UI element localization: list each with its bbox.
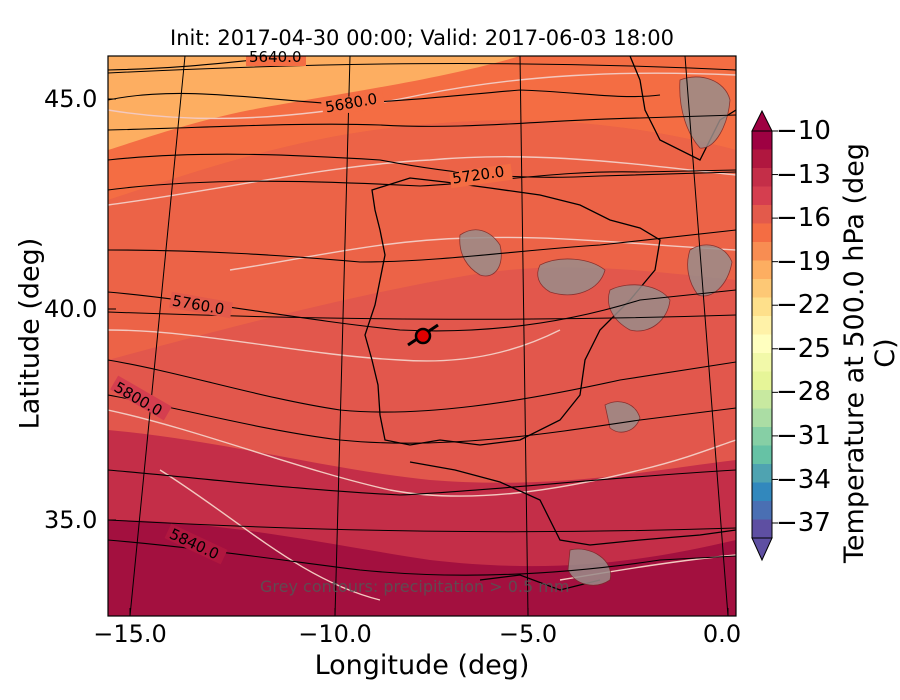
colorbar-segment — [752, 297, 772, 317]
colorbar-segment — [752, 260, 772, 280]
colorbar-segment — [752, 205, 772, 224]
y-tick-label: 35.0 — [44, 506, 98, 534]
colorbar-frame — [751, 130, 773, 539]
y-axis-label: Latitude (deg) — [14, 237, 46, 430]
colorbar-segment — [752, 445, 772, 465]
colorbar-tick-label: −31 — [776, 421, 831, 451]
colorbar-segment — [752, 242, 772, 261]
y-tick-label: 40.0 — [44, 295, 98, 323]
y-tick-label: 45.0 — [44, 85, 98, 113]
colorbar-tick-label: −25 — [776, 334, 831, 364]
colorbar-segment — [752, 149, 772, 169]
colorbar-segment — [752, 316, 772, 335]
x-tick-marks — [129, 608, 729, 616]
colorbar-segment — [752, 168, 772, 187]
colorbar-tick-label: −34 — [776, 465, 831, 495]
location-marker — [407, 323, 439, 347]
colorbar-segment — [752, 353, 772, 372]
colorbar-tick-label: −28 — [776, 377, 831, 407]
colorbar-segment — [752, 408, 772, 428]
plot-title: Init: 2017-04-30 00:00; Valid: 2017-06-0… — [170, 26, 674, 50]
contour-label-5640: 5640.0 — [249, 48, 302, 66]
colorbar-segment — [752, 223, 772, 243]
graticule — [108, 56, 736, 616]
colorbar-extend-top — [751, 109, 773, 132]
colorbar-tick-label: −37 — [776, 508, 831, 538]
colorbar-tick-label: −22 — [776, 290, 831, 320]
colorbar-tick-label: −10 — [776, 116, 831, 146]
colorbar-extend-bottom — [751, 537, 773, 562]
x-tick-label: 0.0 — [702, 620, 742, 648]
colorbar-segment — [752, 131, 772, 150]
x-tick-label: −10.0 — [298, 620, 372, 648]
colorbar-tick-label: −13 — [776, 160, 831, 190]
colorbar-tick-label: −19 — [776, 247, 831, 277]
colorbar-label: Temperature at 500.0 hPa (deg C) — [839, 143, 900, 563]
temperature-band-coldest — [108, 56, 520, 150]
temperature-band-warmest — [108, 520, 736, 616]
contour-label-backgrounds — [110, 56, 513, 565]
precipitation-note: Grey contours: precipitation > 0.5 mm — [260, 577, 570, 596]
colorbar-segment — [752, 186, 772, 206]
colorbar-segment — [752, 501, 772, 520]
x-tick-label: −5.0 — [498, 620, 558, 648]
colorbar-segment — [752, 334, 772, 354]
precipitation-contours — [459, 76, 733, 586]
colorbar-segment — [752, 390, 772, 409]
colorbar-segment — [752, 279, 772, 298]
map-frame — [107, 55, 737, 617]
colorbar-segment — [752, 427, 772, 446]
colorbar-segment — [752, 464, 772, 483]
colorbar-tick-label: −16 — [776, 203, 831, 233]
x-tick-label: −15.0 — [93, 620, 167, 648]
y-tick-marks — [108, 98, 116, 521]
colorbar-segment — [752, 519, 772, 539]
x-axis-label: Longitude (deg) — [314, 650, 530, 681]
colorbar — [751, 109, 778, 562]
colorbar-segment — [752, 482, 772, 502]
colorbar-segment — [752, 371, 772, 391]
